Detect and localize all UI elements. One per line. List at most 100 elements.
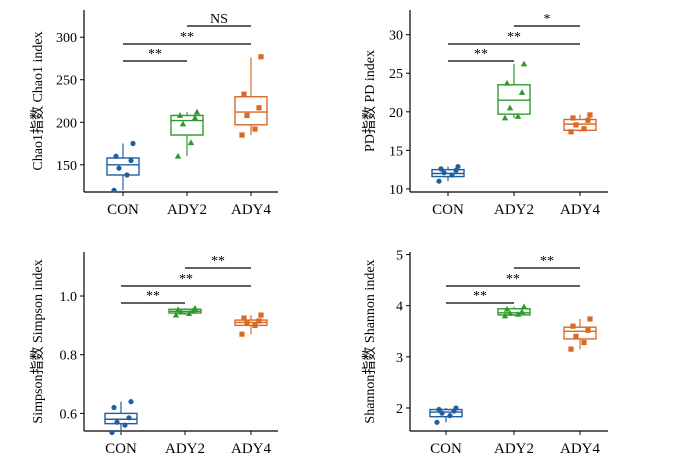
data-point [439,410,445,416]
x-tick-label: ADY4 [560,202,600,218]
box-ADY4 [563,316,597,352]
box-body [563,326,597,340]
data-point [581,126,587,132]
data-point [581,339,587,346]
data-point [434,419,440,425]
data-point [520,60,528,67]
data-point [128,157,134,164]
box-CON [106,140,140,193]
y-tick-label: 5 [396,249,403,264]
data-point [256,105,262,111]
significance-label: ** [148,47,162,62]
data-point [453,167,459,174]
box-CON [431,163,465,184]
x-tick-label: ADY2 [167,202,207,218]
data-point [587,316,593,322]
data-point [258,54,264,60]
data-point [239,331,245,337]
data-point [436,178,442,184]
data-point [239,132,245,138]
data-point [179,120,187,127]
y-tick-label: 30 [389,29,403,44]
data-point [174,306,182,313]
significance-label: * [544,12,551,27]
y-tick-label: 300 [56,31,77,46]
data-point [174,152,182,159]
x-tick-label: ADY2 [165,441,205,457]
data-point [501,312,509,319]
x-tick-label: ADY4 [231,202,271,218]
y-tick-label: 4 [396,300,403,315]
data-point [111,404,117,411]
data-point [585,327,591,333]
x-tick-label: CON [430,441,462,457]
y-tick-label: 3 [396,351,403,366]
y-axis-title: Simpson指数 Simpson index [30,259,46,423]
data-point [116,165,122,171]
y-tick-label: 2 [396,402,403,417]
data-point [436,406,442,413]
data-point [128,399,134,405]
box-ADY2 [497,303,531,319]
box-body [497,84,531,115]
x-tick-label: CON [107,202,139,218]
data-point [114,419,120,425]
box-ADY2 [497,60,531,121]
x-tick-label: ADY4 [560,441,600,457]
y-tick-label: 150 [56,159,77,174]
significance-label: ** [180,30,194,45]
data-point [113,153,119,159]
data-point [587,112,593,118]
y-tick-label: 25 [389,67,403,82]
y-tick-label: 0.6 [60,407,78,422]
data-point [111,187,117,193]
x-tick-label: ADY2 [494,441,534,457]
significance-label: ** [146,289,160,304]
y-tick-label: 200 [56,116,77,131]
data-point [244,112,250,119]
data-point [191,114,199,121]
data-point [570,115,576,121]
chart-panel-1: 150 200 250 300 CON ADY2 ADY4 Chao1指数 Chao1 ind… [30,10,278,218]
data-point [244,320,250,326]
box-body [497,308,531,316]
significance-label: NS [210,12,228,27]
data-point [447,413,453,419]
chart-panel-4: 2 3 4 5 CON ADY2 ADY4 Shannon指数 Shannon index **… [362,249,608,457]
data-point [193,108,201,115]
data-point [506,104,514,111]
data-point [191,304,199,311]
chart-panel-3: 0.6 0.8 1.0 CON ADY2 ADY4 Simpson指数 Simpson in… [30,252,278,457]
box-body [234,96,268,126]
data-point [124,172,130,178]
data-point [109,429,115,436]
data-point [518,308,526,315]
y-tick-label: 20 [389,106,403,121]
box-ADY2 [170,108,204,159]
data-point [503,305,511,312]
data-point [256,318,262,324]
y-tick-label: 10 [389,183,403,198]
data-point [506,309,514,316]
x-tick-label: ADY4 [231,441,271,457]
y-axis-title: Shannon指数 Shannon index [362,259,378,423]
significance-label: ** [540,254,554,269]
box-CON [104,399,138,436]
box-CON [429,405,463,425]
data-point [514,310,522,317]
data-point [258,312,264,318]
y-axis-title: Chao1指数 Chao1 index [30,31,46,170]
data-point [503,79,511,86]
box-ADY4 [234,312,268,337]
data-point [122,422,128,428]
significance-label: ** [179,272,193,287]
significance-label: ** [506,272,520,287]
data-point [455,163,461,170]
box-body [106,157,140,176]
box-ADY2 [168,304,202,318]
data-point [130,140,136,147]
data-point [453,405,459,411]
data-point [187,139,195,146]
